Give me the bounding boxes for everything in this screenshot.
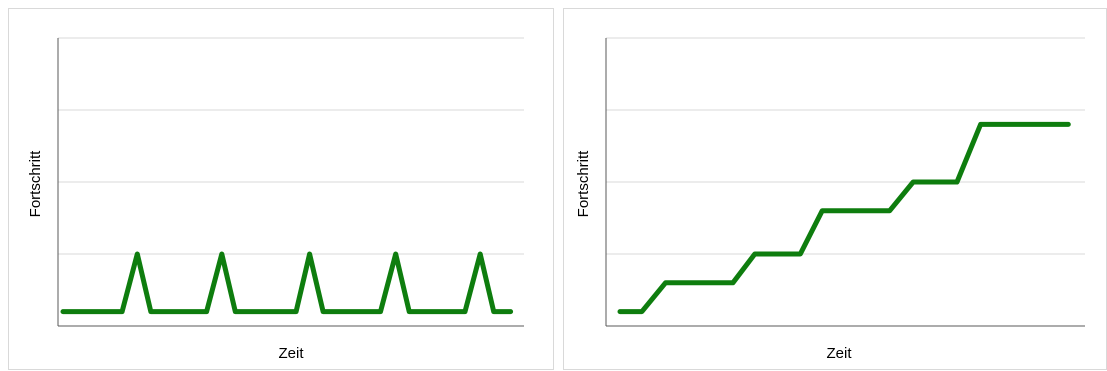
series-line	[617, 121, 1071, 315]
chart-right-svg: Zeit Fortschritt	[575, 37, 1085, 362]
gridlines	[58, 37, 524, 255]
series-line	[60, 251, 514, 315]
y-axis-label: Fortschritt	[575, 150, 592, 218]
chart-left-svg: Zeit Fortschritt	[27, 37, 524, 362]
y-axis-label: Fortschritt	[27, 150, 44, 218]
chart-panel-right: Zeit Fortschritt	[563, 8, 1107, 370]
gridlines	[606, 37, 1085, 255]
x-axis-label: Zeit	[278, 345, 304, 362]
chart-panel-left: Zeit Fortschritt	[8, 8, 554, 370]
x-axis-label: Zeit	[826, 345, 852, 362]
